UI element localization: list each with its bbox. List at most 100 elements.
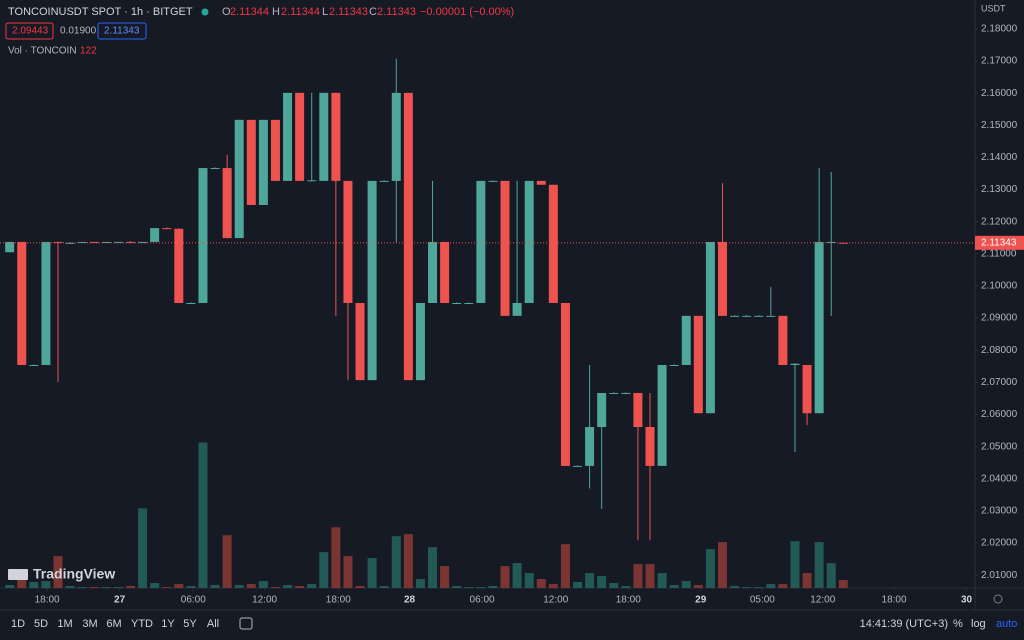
- volume-bar: [778, 584, 788, 588]
- x-tick-label: 06:00: [470, 595, 495, 606]
- goto-icon[interactable]: [239, 617, 253, 630]
- volume-bar: [113, 587, 123, 588]
- y-tick-label: 2.07000: [981, 377, 1018, 388]
- range-button[interactable]: 3M: [82, 618, 97, 630]
- y-tick-label: 2.04000: [981, 473, 1018, 484]
- volume-bar: [101, 587, 111, 588]
- volume-bar: [560, 544, 570, 588]
- volume-title: Vol · TONCOIN: [8, 46, 77, 57]
- range-button[interactable]: All: [207, 618, 219, 630]
- ohlc-label: H: [272, 6, 280, 18]
- volume-bar: [367, 558, 377, 588]
- volume-bar: [730, 585, 740, 588]
- logo[interactable]: TradingView: [33, 566, 115, 582]
- candle-body: [657, 365, 667, 466]
- x-tick-label: 28: [404, 595, 416, 606]
- buy-price[interactable]: 2.11343: [104, 26, 140, 37]
- candle-body: [597, 392, 607, 428]
- y-tick-label: 2.02000: [981, 538, 1018, 549]
- candle-body: [609, 392, 619, 394]
- volume-bar: [476, 587, 486, 588]
- auto-toggle[interactable]: auto: [996, 618, 1017, 630]
- range-button[interactable]: 1D: [11, 618, 25, 630]
- logo-icon: [8, 569, 28, 580]
- candle-body: [476, 180, 486, 303]
- range-button[interactable]: YTD: [131, 618, 153, 630]
- y-tick-label: 2.13000: [981, 184, 1018, 195]
- sell-box[interactable]: [5, 22, 54, 40]
- candle-body: [258, 119, 268, 205]
- volume-bar: [488, 585, 498, 588]
- volume-bar: [5, 584, 15, 588]
- settings-icon[interactable]: [993, 594, 1003, 604]
- range-button[interactable]: 1Y: [161, 618, 175, 630]
- volume-bar: [766, 584, 776, 588]
- candle-body: [560, 302, 570, 466]
- currency[interactable]: USDT: [981, 3, 1006, 13]
- percent-toggle[interactable]: %: [953, 618, 963, 630]
- symbol-title[interactable]: TONCOINUSDT SPOT · 1h · BITGET: [8, 6, 193, 18]
- volume-bar: [65, 585, 75, 588]
- candle-body: [198, 168, 208, 303]
- range-button[interactable]: 5D: [34, 618, 48, 630]
- y-tick-label: 2.14000: [981, 152, 1018, 163]
- candle-body: [500, 180, 510, 316]
- y-tick-label: 2.17000: [981, 56, 1018, 67]
- volume-bar: [500, 566, 510, 588]
- volume-bar: [705, 549, 715, 588]
- volume-bar: [440, 566, 450, 588]
- ohlc-label: L: [322, 6, 328, 18]
- volume-bar: [681, 581, 691, 588]
- x-tick-label: 18:00: [616, 595, 641, 606]
- volume-bar: [645, 564, 655, 588]
- volume-bar: [609, 583, 619, 588]
- candle-body: [705, 241, 715, 414]
- x-tick-label: 29: [695, 595, 707, 606]
- candle-body: [331, 92, 341, 181]
- candle-body: [633, 392, 643, 428]
- sell-price[interactable]: 2.09443: [12, 26, 49, 37]
- candle-body: [621, 392, 631, 394]
- buy-box[interactable]: [97, 22, 147, 40]
- volume-bar: [597, 576, 607, 588]
- candle-body: [766, 315, 776, 317]
- volume-bar: [89, 587, 99, 588]
- y-tick-label: 2.01000: [981, 570, 1018, 581]
- candle-body: [162, 228, 172, 230]
- volume-bar: [669, 584, 679, 588]
- range-button[interactable]: 6M: [106, 618, 121, 630]
- volume-bar: [198, 442, 208, 588]
- log-toggle[interactable]: log: [971, 618, 986, 630]
- volume-bar: [621, 585, 631, 588]
- volume-bar: [633, 564, 643, 588]
- range-button[interactable]: 5Y: [183, 618, 197, 630]
- candle-body: [101, 241, 111, 243]
- candle-body: [681, 315, 691, 366]
- volume-bar: [234, 584, 244, 588]
- volume-bar: [331, 527, 341, 588]
- volume-bar: [210, 584, 220, 588]
- ohlc-label: O: [222, 6, 231, 18]
- volume-bar: [138, 508, 148, 588]
- candle-body: [790, 363, 800, 366]
- range-button[interactable]: 1M: [57, 618, 72, 630]
- candle-body: [113, 241, 123, 243]
- volume-bar: [77, 587, 87, 588]
- volume-bar: [186, 585, 196, 588]
- volume-bar: [657, 573, 667, 588]
- candle-body: [125, 241, 135, 243]
- ohlc-value: 2.11343: [329, 6, 368, 18]
- volume-bar: [548, 584, 558, 588]
- candle-body: [452, 302, 462, 304]
- clock: 14:41:39 (UTC+3): [860, 618, 948, 630]
- candle-body: [367, 180, 377, 381]
- y-tick-label: 2.15000: [981, 120, 1018, 131]
- volume-bar: [415, 579, 425, 588]
- spread: 0.01900: [60, 26, 97, 37]
- volume-bar: [826, 563, 836, 588]
- candle-body: [428, 241, 438, 303]
- ohlc-value: 2.11344: [281, 6, 320, 18]
- volume-bar: [29, 581, 39, 588]
- candle-body: [512, 302, 522, 316]
